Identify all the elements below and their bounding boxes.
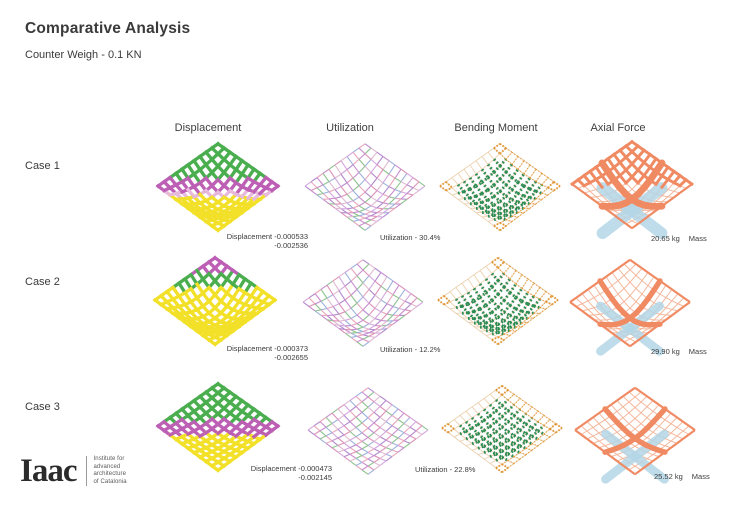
case3-utilization-value: Utilization - 22.8%	[415, 465, 476, 474]
diagram-case3-utilization	[298, 377, 438, 491]
page-title: Comparative Analysis	[25, 20, 191, 37]
diagram-case1-bending-moment	[430, 133, 570, 247]
case1-mass: 20.65 kg Mass	[651, 234, 707, 243]
column-header-utilization: Utilization	[326, 122, 374, 134]
iaac-tagline-line3: architecture	[93, 471, 127, 477]
iaac-tagline-line4: of Catalonia	[93, 478, 127, 485]
logo-divider	[85, 456, 87, 486]
diagram-case2-axial-force	[560, 249, 700, 363]
case1-mass-value: 20.65 kg	[651, 234, 680, 243]
column-header-axial-force: Axial Force	[590, 122, 646, 134]
case-3-label: Case 3	[25, 401, 60, 413]
case1-utilization-value: Utilization - 30.4%	[380, 233, 441, 242]
column-header-bending-moment: Bending Moment	[454, 122, 538, 134]
case3-mass-value: 25.52 kg	[654, 472, 683, 481]
case2-mass-label: Mass	[688, 347, 707, 356]
case1-mass-label: Mass	[688, 234, 707, 243]
iaac-wordmark: Iaac	[20, 452, 77, 489]
diagram-case1-axial-force	[562, 131, 702, 245]
case-1-label: Case 1	[25, 160, 60, 172]
diagram-case3-axial-force	[565, 377, 705, 491]
diagram-case3-bending-moment	[432, 375, 572, 489]
case3-mass-label: Mass	[691, 472, 710, 481]
case2-displacement-values: Displacement -0.000373 -0.002655	[208, 344, 308, 363]
column-header-displacement: Displacement	[174, 122, 242, 134]
diagram-case2-bending-moment	[428, 247, 568, 361]
diagram-case3-displacement	[148, 373, 288, 487]
case3-displacement-line2: -0.002145	[298, 473, 332, 483]
case2-utilization-value: Utilization - 12.2%	[380, 345, 441, 354]
case3-displacement-line1: Displacement -0.000473	[250, 464, 332, 473]
case2-mass-value: 29.90 kg	[651, 347, 680, 356]
case2-displacement-line1: Displacement -0.000373	[226, 344, 308, 353]
iaac-tagline-line2: advanced	[93, 463, 121, 470]
iaac-logo: Iaac Institute for advanced architecture…	[20, 452, 127, 489]
case1-displacement-line2: -0.002536	[274, 241, 308, 251]
iaac-tagline: Institute for advanced architecture of C…	[94, 456, 127, 486]
case2-mass: 29.90 kg Mass	[651, 347, 707, 356]
diagram-case1-utilization	[295, 133, 435, 247]
page-subtitle: Counter Weigh - 0.1 KN	[25, 49, 142, 61]
diagram-case2-utilization	[293, 249, 433, 363]
case1-displacement-values: Displacement -0.000533 -0.002536	[208, 232, 308, 251]
case3-mass: 25.52 kg Mass	[654, 472, 710, 481]
iaac-tagline-line1: Institute for	[93, 456, 125, 462]
case2-displacement-line2: -0.002655	[274, 353, 308, 363]
diagram-case2-displacement	[145, 247, 285, 361]
case1-displacement-line1: Displacement -0.000533	[226, 232, 308, 241]
case3-displacement-values: Displacement -0.000473 -0.002145	[232, 464, 332, 483]
case-2-label: Case 2	[25, 276, 60, 288]
diagram-case1-displacement	[148, 133, 288, 247]
